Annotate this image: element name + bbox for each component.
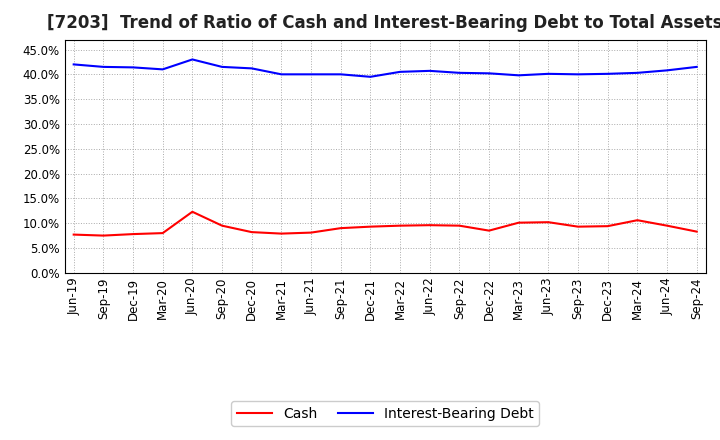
Cash	[514, 220, 523, 225]
Interest-Bearing Debt	[426, 68, 434, 73]
Cash	[248, 230, 256, 235]
Interest-Bearing Debt	[277, 72, 286, 77]
Cash	[277, 231, 286, 236]
Cash	[574, 224, 582, 229]
Cash	[396, 223, 405, 228]
Title: [7203]  Trend of Ratio of Cash and Interest-Bearing Debt to Total Assets: [7203] Trend of Ratio of Cash and Intere…	[48, 15, 720, 33]
Line: Interest-Bearing Debt: Interest-Bearing Debt	[73, 59, 697, 77]
Interest-Bearing Debt	[69, 62, 78, 67]
Line: Cash: Cash	[73, 212, 697, 235]
Cash	[544, 220, 553, 225]
Interest-Bearing Debt	[514, 73, 523, 78]
Cash	[426, 223, 434, 228]
Cash	[217, 223, 226, 228]
Interest-Bearing Debt	[485, 71, 493, 76]
Cash	[307, 230, 315, 235]
Interest-Bearing Debt	[455, 70, 464, 76]
Cash	[158, 231, 167, 236]
Cash	[603, 224, 612, 229]
Cash	[633, 217, 642, 223]
Interest-Bearing Debt	[693, 64, 701, 70]
Cash	[129, 231, 138, 237]
Cash	[99, 233, 108, 238]
Interest-Bearing Debt	[307, 72, 315, 77]
Interest-Bearing Debt	[99, 64, 108, 70]
Cash	[455, 223, 464, 228]
Cash	[188, 209, 197, 214]
Cash	[662, 223, 671, 228]
Cash	[336, 226, 345, 231]
Interest-Bearing Debt	[662, 68, 671, 73]
Interest-Bearing Debt	[129, 65, 138, 70]
Interest-Bearing Debt	[248, 66, 256, 71]
Cash	[693, 229, 701, 234]
Interest-Bearing Debt	[544, 71, 553, 77]
Interest-Bearing Debt	[336, 72, 345, 77]
Cash	[485, 228, 493, 233]
Cash	[69, 232, 78, 237]
Interest-Bearing Debt	[603, 71, 612, 77]
Interest-Bearing Debt	[633, 70, 642, 76]
Interest-Bearing Debt	[396, 69, 405, 74]
Interest-Bearing Debt	[574, 72, 582, 77]
Interest-Bearing Debt	[158, 67, 167, 72]
Legend: Cash, Interest-Bearing Debt: Cash, Interest-Bearing Debt	[231, 401, 539, 426]
Interest-Bearing Debt	[188, 57, 197, 62]
Interest-Bearing Debt	[366, 74, 374, 80]
Cash	[366, 224, 374, 229]
Interest-Bearing Debt	[217, 64, 226, 70]
